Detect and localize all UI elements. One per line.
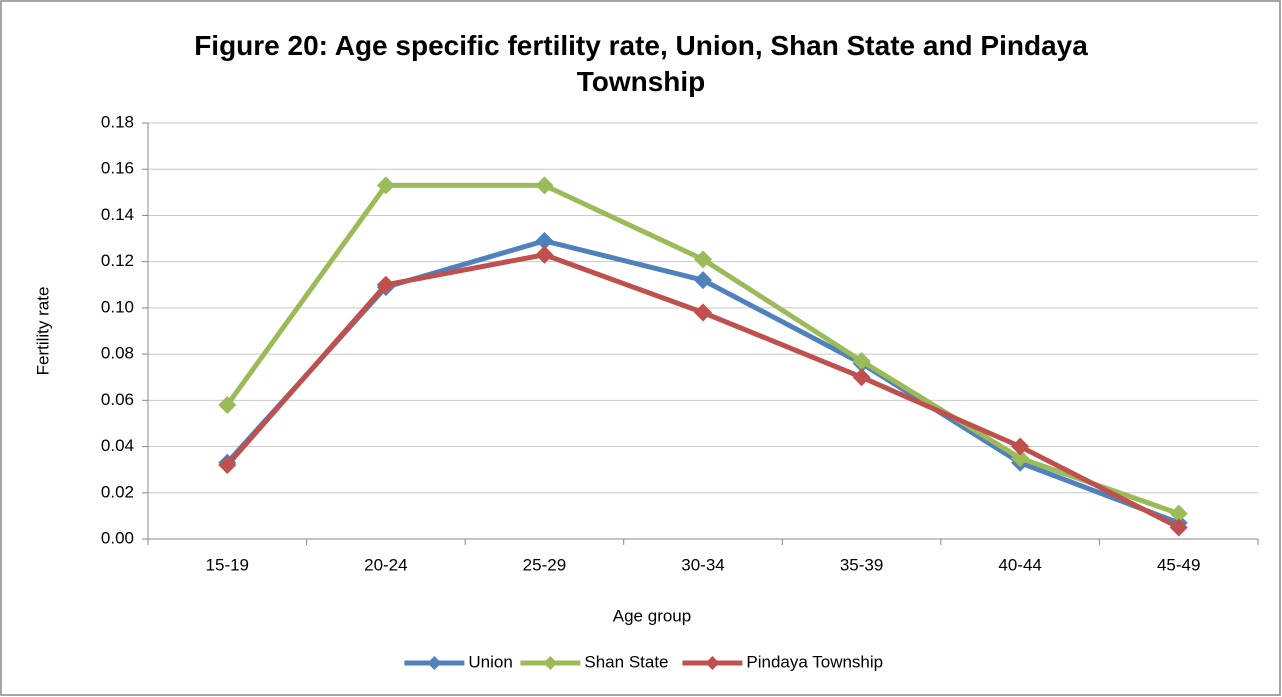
x-tick-label: 25-29: [523, 555, 566, 574]
legend-label: Shan State: [584, 652, 668, 671]
point-marker: [1011, 437, 1030, 456]
point-marker: [852, 368, 871, 387]
y-tick-label: 0.02: [101, 482, 134, 501]
y-tick-label: 0.08: [101, 344, 134, 363]
x-tick-label: 45-49: [1157, 555, 1200, 574]
point-marker: [535, 231, 554, 250]
chart-title: Figure 20: Age specific fertility rate, …: [194, 30, 1088, 97]
y-tick-label: 0.06: [101, 390, 134, 409]
y-tick-label: 0.10: [101, 297, 134, 316]
point-marker: [852, 352, 871, 371]
point-marker: [1169, 504, 1188, 523]
point-marker: [218, 395, 237, 414]
point-marker: [1011, 449, 1030, 468]
point-marker: [218, 456, 237, 475]
point-marker: [376, 275, 395, 294]
y-tick-label: 0.18: [101, 112, 134, 131]
y-tick-label: 0.04: [101, 436, 134, 455]
x-tick-label: 35-39: [840, 555, 883, 574]
legend-label: Pindaya Township: [746, 652, 883, 671]
point-marker: [1169, 518, 1188, 537]
legend-marker: [427, 656, 442, 670]
legend-label: Union: [468, 652, 512, 671]
point-marker: [535, 176, 554, 195]
x-axis-label: Age group: [613, 606, 691, 625]
x-tick-label: 40-44: [998, 555, 1041, 574]
x-tick-label: 15-19: [206, 555, 249, 574]
point-marker: [694, 271, 712, 290]
y-tick-label: 0.14: [101, 205, 134, 224]
y-tick-label: 0.12: [101, 251, 134, 270]
x-tick-label: 30-34: [681, 555, 724, 574]
legend-marker: [705, 656, 720, 670]
point-marker: [535, 245, 554, 264]
y-tick-label: 0.00: [101, 528, 134, 547]
point-marker: [694, 250, 712, 269]
point-marker: [694, 303, 712, 322]
y-tick-label: 0.16: [101, 159, 134, 178]
point-marker: [376, 176, 395, 195]
legend-marker: [543, 656, 558, 670]
x-tick-label: 20-24: [364, 555, 407, 574]
y-axis-label: Fertility rate: [33, 287, 52, 376]
